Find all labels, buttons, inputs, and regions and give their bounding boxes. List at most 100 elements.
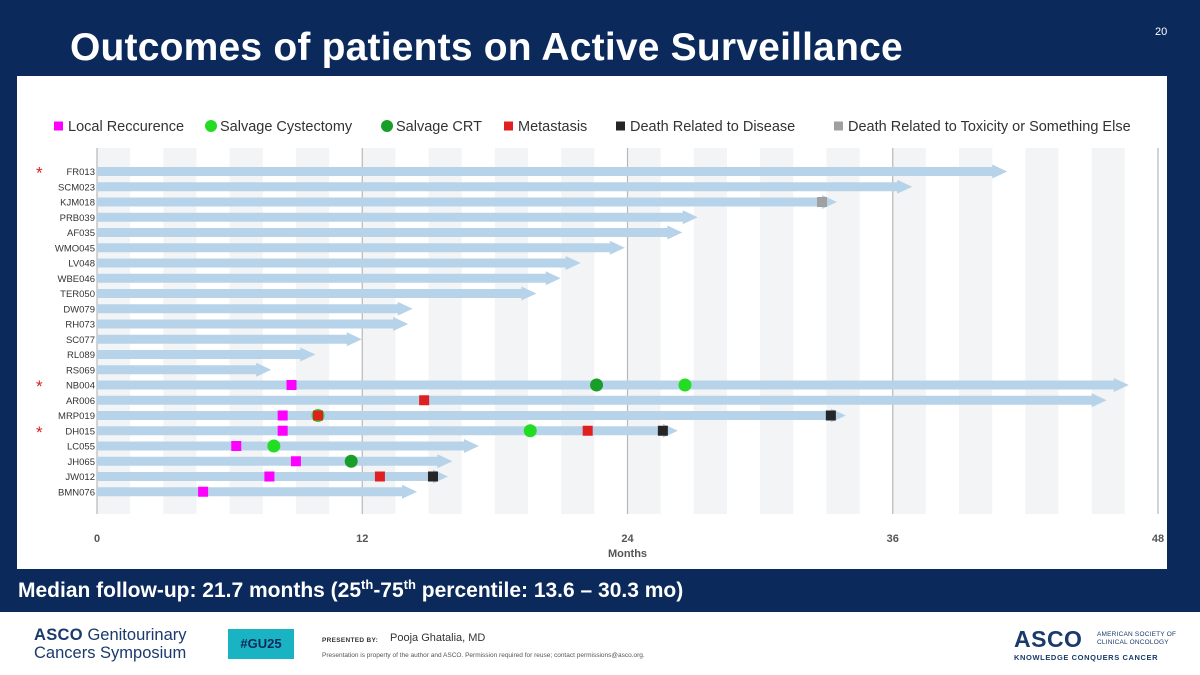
death-other-legend-icon	[834, 121, 843, 131]
x-tick-label: 0	[94, 533, 100, 545]
local-recurrence-marker	[286, 380, 297, 390]
asco-logo: ASCO	[1014, 626, 1083, 652]
patient-id-label: KJM018	[60, 198, 95, 209]
median-follow-up-note: Median follow-up: 21.7 months (25th-75th…	[18, 577, 683, 603]
legend-label: Death Related to Toxicity or Something E…	[848, 119, 1131, 135]
patient-id-label: MRP019	[58, 411, 95, 422]
swimmer-chart: Local Reccurence Salvage Cystectomy Salvag…	[36, 119, 1164, 560]
metastasis-marker	[419, 395, 430, 406]
local-recurrence-marker	[198, 486, 209, 497]
metastasis-marker	[313, 410, 324, 421]
death-other-marker	[817, 197, 828, 207]
local-recurrence-legend-icon	[54, 121, 63, 131]
legend-label: Local Reccurence	[68, 119, 184, 135]
footnote-sup-1: th	[361, 577, 374, 592]
x-axis-label: Months	[608, 548, 647, 560]
x-tick-label: 12	[356, 533, 368, 545]
patient-row: JW012	[65, 469, 448, 484]
salvage-crt-marker	[344, 454, 358, 468]
salvage-cystectomy-marker	[267, 439, 281, 453]
patient-id-label: RL089	[67, 350, 95, 361]
asterisk-marker: *	[36, 164, 43, 183]
follow-up-bar	[97, 195, 838, 209]
patient-row: BMN076	[58, 484, 418, 499]
patient-row: AF035	[67, 225, 683, 240]
follow-up-bar	[97, 301, 413, 316]
patient-id-label: BMN076	[58, 487, 95, 498]
patient-id-label: SCM023	[58, 182, 95, 193]
patient-row: DW079	[63, 301, 413, 316]
follow-up-bar	[97, 164, 1008, 179]
background-band	[892, 148, 926, 514]
metastasis-legend-icon	[504, 121, 513, 131]
footer-bar	[0, 612, 1200, 675]
footnote-text-3: percentile: 13.6 – 30.3 mo)	[415, 579, 684, 602]
patient-id-label: AR006	[66, 396, 95, 407]
patient-row: MRP019	[58, 408, 846, 423]
legend-label: Salvage CRT	[396, 119, 482, 135]
patient-id-label: DH015	[65, 426, 95, 437]
follow-up-bar	[97, 332, 362, 347]
patient-id-label: WBE046	[58, 274, 96, 285]
patient-row: KJM018	[60, 195, 838, 209]
page-number: 20	[1155, 26, 1168, 38]
patient-row: SC077	[66, 332, 362, 347]
asco-tagline: KNOWLEDGE CONQUERS CANCER	[1014, 653, 1159, 662]
patient-id-label: LC055	[67, 442, 95, 453]
patient-id-label: WMO045	[55, 243, 95, 254]
death-disease-marker	[657, 425, 668, 436]
follow-up-bar	[97, 240, 625, 255]
follow-up-bar	[97, 393, 1107, 408]
patient-row: FR013 *	[36, 164, 1008, 183]
death-disease-legend-icon	[616, 121, 625, 131]
background-band	[693, 148, 727, 514]
background-band	[561, 148, 595, 514]
follow-up-bar	[97, 378, 1129, 392]
logo-symposium-word: Cancers Symposium	[34, 644, 187, 662]
local-recurrence-marker	[277, 425, 288, 436]
background-band	[295, 148, 330, 514]
background-band	[362, 148, 396, 514]
background-band	[826, 148, 860, 514]
patient-row: DH015 *	[36, 423, 678, 442]
presented-by-label: PRESENTED BY:	[322, 637, 379, 644]
background-band	[163, 148, 197, 514]
hashtag-badge: #GU25	[228, 629, 294, 659]
background-band	[760, 148, 794, 514]
salvage-cystectomy-legend-icon	[205, 120, 217, 132]
patient-row: PRB039	[60, 210, 698, 225]
salvage-cystectomy-marker	[678, 378, 692, 392]
local-recurrence-marker	[264, 471, 275, 482]
x-tick-label: 48	[1152, 533, 1164, 545]
follow-up-bar	[97, 179, 913, 194]
patient-id-label: FR013	[66, 167, 95, 178]
slide-title: Outcomes of patients on Active Surveilla…	[70, 26, 903, 69]
logo-asco-word: ASCO	[34, 626, 83, 644]
asco-org-line1: AMERICAN SOCIETY OF	[1097, 631, 1177, 638]
background-band	[1091, 148, 1125, 514]
background-band	[627, 148, 661, 514]
patient-row: LV048	[68, 256, 581, 270]
death-disease-marker	[825, 410, 836, 421]
patient-id-label: AF035	[67, 228, 95, 239]
asterisk-marker: *	[36, 377, 43, 396]
logo-gu-word: Genitourinary	[82, 626, 187, 644]
x-tick-label: 24	[621, 533, 634, 545]
presenter-name: Pooja Ghatalia, MD	[390, 632, 486, 644]
patient-id-label: LV048	[68, 259, 95, 270]
follow-up-bar	[97, 439, 479, 453]
salvage-cystectomy-marker	[523, 424, 537, 438]
patient-row: RS069	[66, 362, 272, 377]
follow-up-bar	[97, 286, 537, 301]
follow-up-bar	[97, 484, 418, 499]
footnote-text-1: Median follow-up: 21.7 months (25	[18, 579, 362, 602]
patient-id-label: RH073	[65, 320, 95, 331]
patient-row: JH065	[68, 454, 453, 469]
patient-row: RL089	[67, 347, 316, 362]
metastasis-marker	[582, 425, 593, 436]
follow-up-bar	[97, 210, 698, 225]
patient-row: NB004 *	[36, 377, 1129, 396]
local-recurrence-marker	[231, 441, 242, 451]
asco-org-name: AMERICAN SOCIETY OF CLINICAL ONCOLOGY	[1097, 631, 1176, 646]
patient-id-label: JW012	[65, 472, 95, 483]
